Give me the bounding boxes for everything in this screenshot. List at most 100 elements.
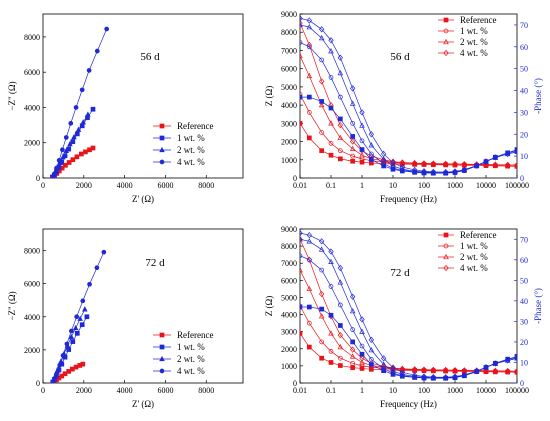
legend-marker <box>159 355 165 362</box>
data-point <box>359 138 365 144</box>
data-point <box>359 147 365 152</box>
y-right-tick-label: 0 <box>520 174 524 183</box>
legend-marker <box>443 264 449 272</box>
impedance-series-3 <box>300 266 517 374</box>
y-right-tick-label: 10 <box>520 358 528 367</box>
legend-marker <box>159 146 165 153</box>
data-point <box>79 87 85 93</box>
data-point <box>430 366 436 373</box>
data-point <box>306 44 312 50</box>
data-point <box>337 264 343 272</box>
legend-item: Reference <box>153 330 213 340</box>
y-tick-label: 7000 <box>281 259 297 268</box>
data-point <box>101 249 107 255</box>
data-point <box>300 94 303 100</box>
data-point <box>380 361 387 367</box>
y-tick-label: 6000 <box>281 65 297 74</box>
data-point <box>70 339 76 344</box>
data-point <box>79 151 84 157</box>
y-right-tick-label: 30 <box>520 317 528 326</box>
legend-item: 1 wt. % <box>438 241 488 251</box>
data-point <box>359 355 365 362</box>
y-tick-label: 5000 <box>281 83 297 92</box>
data-point <box>300 266 303 273</box>
data-point <box>300 229 303 237</box>
data-point <box>318 101 325 108</box>
data-point <box>71 133 77 140</box>
legend-label: 2 wt. % <box>177 145 205 155</box>
data-point <box>66 160 72 165</box>
y-right-axis-title: -Phase (°) <box>533 288 543 324</box>
x-tick-label: 0 <box>41 386 45 395</box>
data-point <box>390 162 396 169</box>
data-point <box>350 134 356 139</box>
data-point <box>306 94 312 100</box>
legend-label: 4 wt. % <box>460 48 488 58</box>
data-point <box>72 324 79 331</box>
data-point <box>86 68 92 73</box>
x-tick-label: 0.1 <box>326 181 336 190</box>
data-point <box>337 122 343 129</box>
x-tick-label: 100000 <box>505 386 529 395</box>
data-point <box>328 48 334 54</box>
y-tick-label: 1000 <box>281 362 297 371</box>
y-right-tick-label: 50 <box>520 65 528 74</box>
data-point <box>359 159 365 165</box>
data-point <box>79 322 85 328</box>
data-point <box>381 156 387 163</box>
data-point <box>350 293 356 300</box>
data-point <box>412 372 418 379</box>
legend-item: 2 wt. % <box>438 37 488 47</box>
data-point <box>421 160 427 167</box>
data-point <box>94 48 100 54</box>
plot-area <box>300 15 517 176</box>
data-point <box>443 366 449 374</box>
data-point <box>300 91 303 97</box>
panel-bode-4: 0.01 0.1 1 10 100 1000 10000 100000010002000300… <box>264 225 543 409</box>
data-point <box>368 336 374 344</box>
y-right-tick-label: 50 <box>520 276 528 285</box>
legend-item: 1 wt. % <box>438 26 488 36</box>
y-tick-label: 9000 <box>281 10 297 19</box>
y-right-tick-label: 60 <box>520 43 528 52</box>
data-point <box>318 246 325 252</box>
data-point <box>350 120 356 126</box>
data-point <box>328 284 334 289</box>
y-axis-title: Z (Ω) <box>264 86 274 106</box>
data-point <box>337 69 344 76</box>
data-point <box>349 145 356 151</box>
x-tick-label: 10 <box>389 181 397 190</box>
x-tick-label: 0.01 <box>293 386 307 395</box>
x-tick-label: 6000 <box>157 386 173 395</box>
data-point <box>52 376 58 381</box>
data-point <box>300 253 303 259</box>
y-tick-label: 6000 <box>24 280 40 289</box>
plot-frame <box>42 13 244 179</box>
y-tick-label: 8000 <box>281 242 297 251</box>
legend-marker <box>159 135 165 141</box>
data-point <box>63 135 69 140</box>
data-point <box>368 346 375 353</box>
data-point <box>69 328 74 334</box>
data-point <box>390 367 396 374</box>
data-point <box>337 355 343 361</box>
y-tick-label: 4000 <box>281 101 297 110</box>
data-point <box>68 333 75 340</box>
y-tick-label: 8000 <box>24 247 40 256</box>
data-point <box>319 78 325 85</box>
data-point <box>350 365 356 370</box>
data-point <box>514 148 517 154</box>
series-line <box>300 22 517 166</box>
data-point <box>443 374 449 381</box>
data-point <box>381 355 387 362</box>
data-point <box>337 279 344 285</box>
data-point <box>514 148 517 154</box>
data-point <box>328 75 334 80</box>
x-axis-title: Frequency (Hz) <box>380 194 437 204</box>
legend-label: 1 wt. % <box>460 241 488 251</box>
data-point <box>514 355 517 361</box>
data-point <box>483 367 489 374</box>
legend-item: 1 wt. % <box>153 133 205 143</box>
series-4 <box>50 249 107 383</box>
